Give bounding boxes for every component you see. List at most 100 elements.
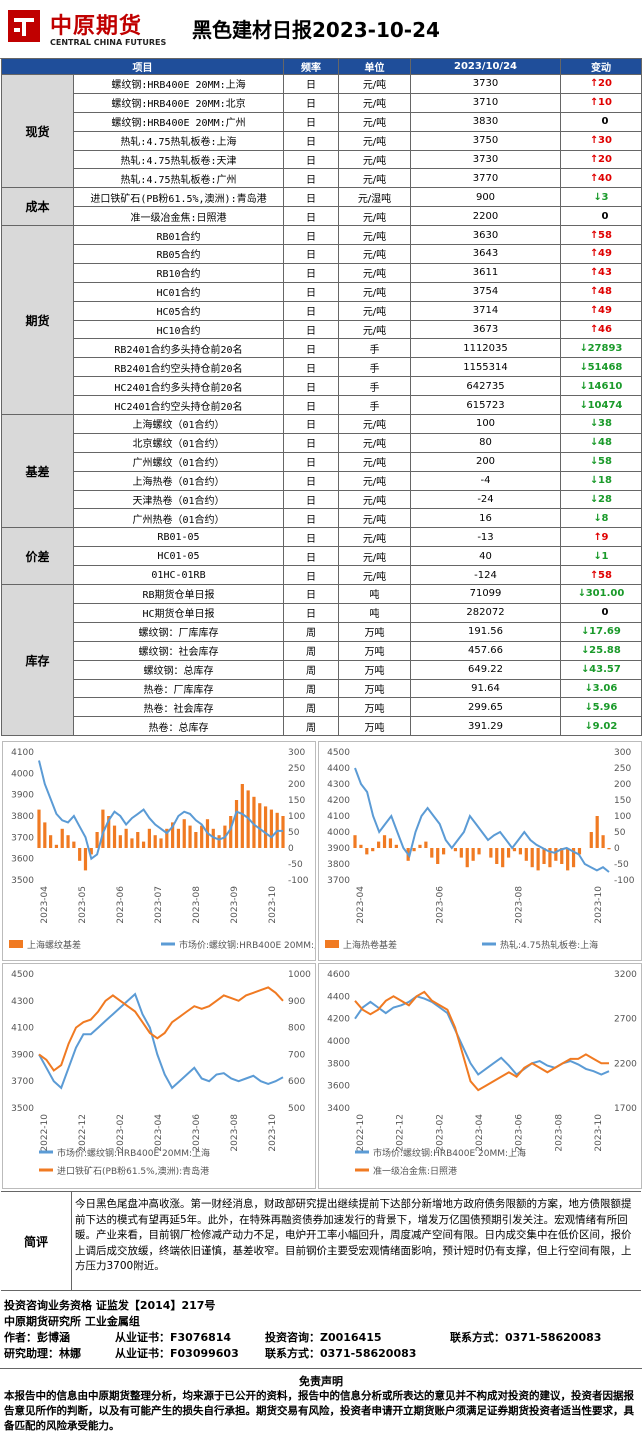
unit-cell: 元/吨 — [338, 111, 411, 132]
divider — [0, 1368, 642, 1369]
change-cell: ↑20 — [560, 74, 642, 94]
freq-cell: 日 — [283, 584, 339, 604]
change-cell: ↓10474 — [560, 395, 642, 416]
table-row: 01HC-01RB 日元/吨 -124 ↑58 — [2, 565, 642, 586]
basis-bar — [577, 848, 582, 855]
item-cell: 广州螺纹（01合约） — [73, 451, 284, 472]
change-value: 49 — [598, 305, 612, 317]
arrow-down-icon: ↓ — [584, 682, 594, 694]
item-cell: 螺纹钢：社会库存 — [73, 640, 284, 661]
y-left-tick-label: 4000 — [11, 769, 34, 779]
y-right-tick-label: -50 — [288, 860, 303, 870]
x-tick-label: 2023-10 — [268, 886, 278, 924]
basis-bar — [240, 784, 244, 848]
item-cell: 螺纹钢:HRB400E 20MM:上海 — [73, 74, 284, 94]
y-right-tick-label: 1000 — [288, 970, 311, 980]
x-tick-label: 2023-06 — [515, 1114, 525, 1152]
basis-bar — [263, 806, 268, 848]
change-cell: ↑20 — [560, 149, 642, 170]
author-certificate: 从业证书：F3076814 — [115, 1331, 232, 1344]
x-tick-label: 2023-02 — [435, 1114, 445, 1152]
unit-cell: 元/吨 — [338, 262, 411, 283]
freq-cell: 日 — [283, 111, 339, 132]
arrow-down-icon: ↓ — [579, 342, 588, 354]
table-row: 上海热卷（01合约）日元/吨 -4 ↓18 — [2, 470, 642, 491]
change-cell: ↓48 — [560, 432, 642, 453]
legend-swatch — [9, 940, 23, 948]
change-value: 17.69 — [589, 626, 621, 638]
basis-bar — [66, 835, 70, 848]
y-right-tick-label: 800 — [288, 1024, 305, 1034]
value-cell: 91.64 — [410, 678, 561, 699]
unit-cell: 手 — [338, 338, 411, 359]
item-cell: RB期货仓单日报 — [73, 584, 284, 604]
category-cell: 基差 — [1, 414, 74, 529]
logo-chinese-name: 中原期货 — [50, 14, 143, 39]
y-right-tick-label: 500 — [288, 1104, 305, 1114]
value-cell: -13 — [410, 527, 561, 548]
x-tick-label: 2022-10 — [356, 1114, 366, 1152]
change-cell: ↓3.06 — [560, 678, 642, 699]
basis-bar — [211, 828, 215, 848]
change-value: 0 — [601, 116, 609, 128]
change-cell: ↓3 — [560, 187, 642, 208]
freq-cell: 日 — [283, 432, 339, 453]
change-cell: ↓9.02 — [560, 716, 642, 737]
unit-cell: 元/吨 — [338, 508, 411, 529]
change-value: 48 — [598, 437, 612, 449]
basis-bar — [147, 828, 151, 848]
value-cell: 3611 — [410, 262, 561, 283]
value-cell: -124 — [410, 565, 561, 586]
freq-cell: 周 — [283, 659, 339, 680]
item-cell: 准一级冶金焦:日照港 — [73, 206, 284, 227]
item-cell: HC01合约 — [73, 281, 284, 302]
table-row: 螺纹钢:HRB400E 20MM:北京日元/吨 3710 ↑10 — [2, 92, 642, 113]
unit-cell: 元/吨 — [338, 565, 411, 586]
change-value: 20 — [598, 78, 612, 90]
x-tick-label: 2022-10 — [40, 1114, 50, 1152]
basis-bar — [459, 848, 463, 858]
change-cell: ↓5.96 — [560, 697, 642, 718]
legend-label: 上海热卷基差 — [343, 939, 397, 951]
value-cell: 391.29 — [410, 716, 561, 737]
y-right-tick-label: 100 — [614, 812, 631, 822]
change-cell: ↓58 — [560, 451, 642, 472]
basis-bar — [124, 828, 128, 848]
logo-mark-icon — [8, 10, 40, 42]
value-cell: 3730 — [410, 149, 561, 170]
y-left-tick-label: 3800 — [327, 860, 350, 870]
y-right-tick-label: 250 — [614, 764, 631, 774]
value-cell: 200 — [410, 451, 561, 472]
change-value: 10474 — [587, 399, 623, 411]
change-cell: 0 — [560, 206, 642, 227]
author-phone: 联系方式：0371-58620083 — [450, 1331, 602, 1344]
item-cell: RB05合约 — [73, 244, 284, 264]
basis-bar — [171, 822, 175, 848]
series-line — [38, 760, 283, 861]
item-cell: 热卷：社会库存 — [73, 697, 284, 718]
change-value: 5.96 — [592, 701, 618, 713]
freq-cell: 日 — [283, 565, 339, 586]
y-left-tick-label: 4000 — [327, 828, 350, 838]
unit-cell: 元/吨 — [338, 206, 411, 227]
basis-bar — [424, 841, 428, 848]
x-tick-label: 2023-04 — [475, 1114, 485, 1152]
freq-cell: 日 — [283, 225, 339, 246]
logo-english-name: CENTRAL CHINA FUTURES — [50, 38, 167, 47]
y-left-tick-label: 3400 — [327, 1104, 350, 1114]
y-left-tick-label: 4000 — [327, 1037, 350, 1047]
change-cell: ↓8 — [560, 508, 642, 529]
change-cell: ↑46 — [560, 319, 642, 340]
unit-cell: 手 — [338, 376, 411, 397]
change-value: 27893 — [587, 342, 623, 354]
basis-bar — [542, 848, 546, 864]
disclaimer-text: 本报告中的信息由中原期货整理分析，均来源于已公开的资料，报告中的信息分析或所表达… — [4, 1390, 634, 1432]
item-cell: 螺纹钢:HRB400E 20MM:广州 — [73, 111, 284, 132]
y-left-tick-label: 3900 — [11, 791, 34, 801]
change-cell: ↑40 — [560, 168, 642, 189]
y-right-tick-label: 50 — [288, 828, 300, 838]
unit-cell: 元/吨 — [338, 470, 411, 491]
y-left-tick-label: 3700 — [327, 876, 350, 886]
arrow-up-icon: ↑ — [590, 286, 599, 298]
arrow-down-icon: ↓ — [590, 494, 599, 506]
